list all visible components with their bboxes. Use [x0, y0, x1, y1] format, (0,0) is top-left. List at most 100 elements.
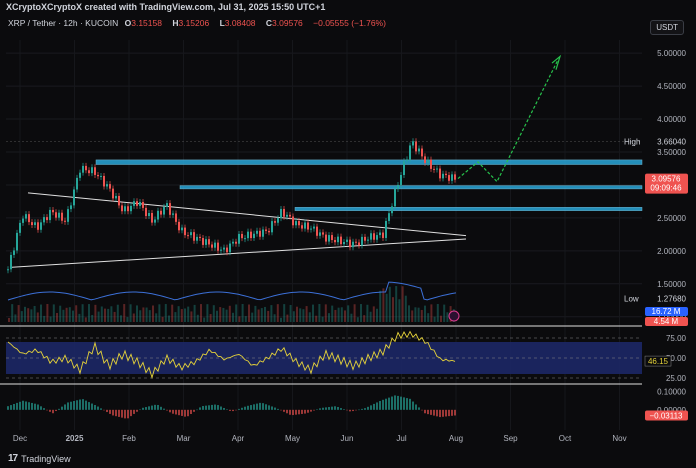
volume-bar — [75, 305, 78, 322]
macd-histogram-bar — [412, 401, 414, 410]
macd-histogram-bar — [190, 409, 192, 415]
volume-bar — [337, 307, 340, 322]
macd-histogram-bar — [334, 406, 336, 410]
volume-bar — [62, 309, 65, 322]
macd-histogram-bar — [34, 403, 36, 410]
volume-bar — [17, 305, 20, 322]
candle — [43, 217, 45, 223]
volume-bar — [411, 310, 414, 322]
candle — [205, 239, 207, 245]
y-tick-label: 3.50000 — [657, 148, 686, 157]
y-tick-label: 1.50000 — [657, 280, 686, 289]
volume-bar — [232, 312, 234, 322]
macd-histogram-bar — [52, 409, 54, 414]
macd-histogram-bar — [247, 405, 249, 410]
candle — [391, 206, 393, 214]
volume-bar — [267, 310, 270, 322]
macd-histogram-bar — [241, 407, 243, 410]
volume-bar — [289, 304, 292, 322]
volume-bar — [299, 308, 302, 322]
volume-bar — [171, 304, 174, 322]
candle — [217, 242, 219, 251]
volume-bar — [385, 293, 388, 322]
macd-histogram-bar — [448, 409, 450, 417]
low-value: 3.08408 — [224, 18, 256, 28]
candle — [319, 232, 321, 236]
candle — [175, 213, 177, 222]
volume-bar — [116, 304, 119, 322]
candle — [211, 244, 213, 248]
candle — [277, 218, 279, 223]
macd-histogram-bar — [316, 409, 318, 410]
macd-histogram-bar — [136, 409, 138, 412]
candle — [379, 232, 381, 236]
macd-histogram-bar — [115, 409, 117, 417]
macd-histogram-bar — [292, 409, 294, 416]
chart-author-line: XCryptoXCryptoX created with TradingView… — [6, 2, 326, 12]
macd-histogram-bar — [310, 409, 312, 412]
last-price-value: 3.09576 — [652, 175, 681, 184]
volume-bar — [347, 305, 350, 322]
volume-bar — [174, 312, 177, 322]
volume-bar — [363, 315, 366, 322]
triangle-upper-trendline — [27, 192, 467, 237]
volume-bar — [404, 295, 407, 322]
volume-bar — [235, 304, 238, 322]
macd-histogram-bar — [307, 409, 309, 413]
volume-bar — [100, 306, 103, 322]
volume-bar — [200, 304, 202, 322]
volume-bar — [260, 308, 263, 322]
candle — [316, 226, 318, 236]
macd-histogram-bar — [436, 409, 438, 417]
macd-histogram-bar — [25, 401, 27, 410]
volume-bar — [123, 304, 126, 322]
x-tick-label: Oct — [559, 434, 572, 443]
ohlc-close: C3.09576 — [266, 18, 307, 28]
macd-histogram-bar — [322, 407, 324, 410]
candle — [262, 229, 264, 237]
candle — [265, 229, 267, 231]
volume-bar — [196, 314, 199, 322]
candle — [412, 141, 414, 146]
volume-bar — [219, 307, 222, 322]
macd-histogram-bar — [178, 409, 180, 416]
volume-bar — [107, 308, 110, 322]
rsi-value-badge — [644, 355, 672, 367]
currency-button[interactable]: USDT — [650, 20, 684, 35]
candle — [244, 238, 246, 240]
volume-bar — [257, 309, 260, 322]
candle — [94, 167, 96, 175]
rsi-tick-label: 75.00 — [666, 334, 687, 343]
volume-bar — [305, 306, 308, 322]
volume-ma-line — [7, 281, 457, 301]
candle — [322, 232, 324, 235]
candle — [196, 236, 198, 241]
macd-histogram-bar — [22, 400, 24, 410]
volume-bar — [264, 306, 266, 322]
volume-bar — [433, 316, 436, 322]
x-tick-label: Sep — [503, 434, 518, 443]
volume-bar — [209, 314, 212, 322]
candle — [397, 184, 399, 190]
candle — [304, 222, 306, 229]
macd-histogram-bar — [130, 409, 132, 417]
candle — [406, 159, 408, 162]
volume-bar — [308, 312, 311, 322]
volume-bar — [203, 317, 206, 322]
volume-bar — [292, 311, 295, 322]
volume-bar — [241, 304, 244, 322]
low-label: Low — [624, 294, 639, 303]
candle — [151, 213, 153, 223]
candle — [352, 241, 354, 248]
candle — [163, 206, 165, 215]
macd-value-badge — [645, 410, 688, 421]
symbol-name: XRP / Tether · 12h · KUCOIN — [8, 18, 119, 28]
macd-histogram-bar — [112, 409, 114, 416]
volume-bar — [417, 307, 420, 322]
volume-bar — [97, 311, 100, 322]
volume-bar — [372, 306, 375, 322]
candle — [157, 210, 159, 220]
macd-histogram-bar — [109, 409, 111, 414]
candle — [274, 221, 276, 223]
